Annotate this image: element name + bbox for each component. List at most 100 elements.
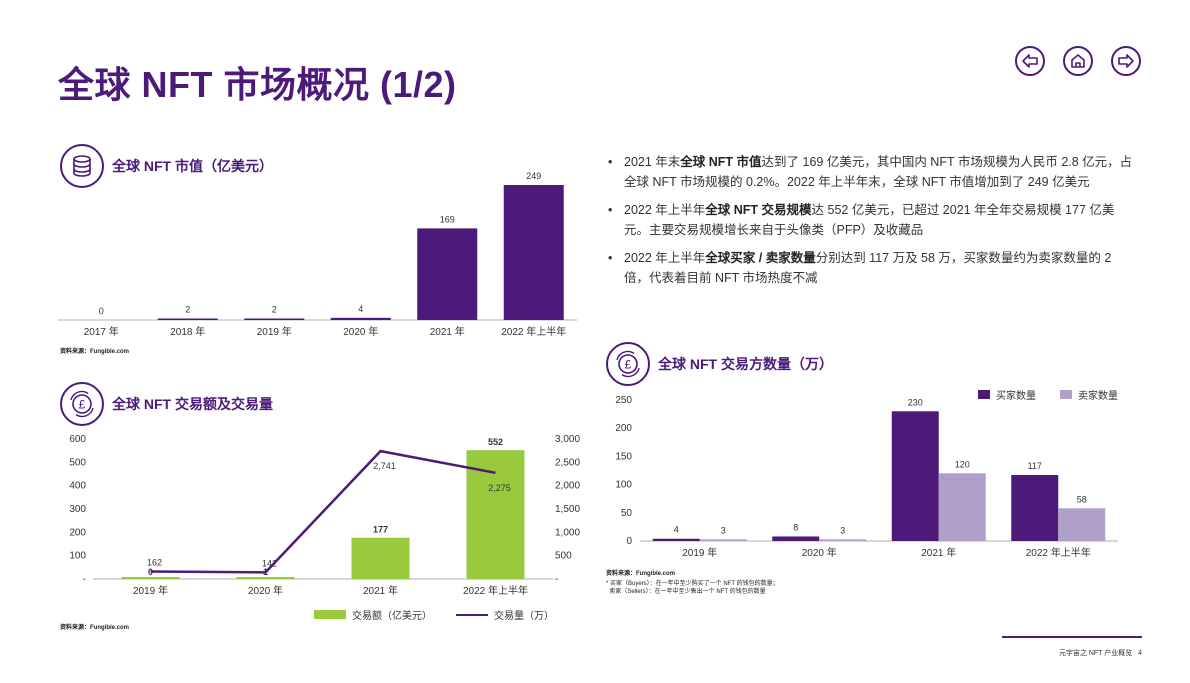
bar-data-label: 177	[373, 525, 388, 535]
footnote-sellers: 卖家（Sellers）：在一年中至少售出一个 NFT 的钱包的数量	[606, 589, 766, 595]
x-tick-label: 2022 年上半年	[1026, 546, 1091, 559]
footer: 元宇宙之 NFT 产业概览 4	[1059, 648, 1142, 658]
x-tick-label: 2021 年	[430, 325, 465, 338]
y-tick-label-left: 300	[69, 504, 86, 515]
data-label: 249	[526, 171, 541, 181]
line-data-label: 142	[262, 558, 277, 568]
footer-title: 元宇宙之 NFT 产业概览	[1058, 650, 1133, 657]
x-tick-label: 2019 年	[133, 584, 168, 597]
line-data-label: 162	[147, 557, 162, 567]
bar	[236, 577, 295, 579]
y-tick-label-left: 600	[69, 434, 86, 445]
bar	[157, 318, 218, 320]
y-tick-label-right: 1,500	[555, 504, 580, 515]
data-label: 2	[272, 305, 277, 315]
data-label: 4	[358, 304, 363, 314]
y-tick-label: 200	[615, 423, 632, 434]
y-tick-label-left: 500	[69, 457, 86, 468]
market-cap-header: 全球 NFT 市值（亿美元）	[60, 144, 273, 188]
y-tick-label-right: 1,000	[555, 527, 580, 538]
x-tick-label: 2021 年	[921, 546, 956, 559]
data-label: 117	[1028, 461, 1042, 471]
bar	[652, 538, 700, 541]
bullet-market-cap: 2021 年末全球 NFT 市值达到了 169 亿美元，其中国内 NFT 市场规…	[606, 152, 1136, 192]
y-tick-label-right: 3,000	[555, 434, 580, 445]
y-tick-label-right: 2,000	[555, 481, 580, 492]
arrow-right-icon	[1118, 54, 1134, 68]
x-tick-label: 2017 年	[84, 325, 119, 338]
y-tick-label-left: 400	[69, 481, 86, 492]
trade-volume-legend: 交易额（亿美元） 交易量（万）	[314, 607, 554, 622]
svg-text:£: £	[625, 358, 632, 372]
trade-volume-chart: 600 500 400 300 200 100 - 3,000 2,500 2,000 1,500 1…	[69, 434, 580, 597]
footnote-buyers: * 买家（Buyers）：在一年中至少购买了一个 NFT 的钱包的数量；	[606, 581, 779, 587]
legend-swatch-sellers	[1060, 390, 1072, 399]
data-label: 169	[440, 214, 455, 224]
home-icon	[1071, 54, 1085, 68]
data-label: 0	[99, 306, 104, 316]
legend-swatch-amount	[314, 610, 346, 619]
bar	[1058, 508, 1106, 541]
trade-volume-heading: 全球 NFT 交易额及交易量	[112, 396, 273, 412]
data-label: 230	[908, 397, 923, 407]
line-series	[150, 449, 496, 574]
traders-heading: 全球 NFT 交易方数量（万）	[658, 356, 833, 372]
y-tick-label-right: 2,500	[555, 457, 580, 468]
y-tick-label: 250	[615, 395, 632, 406]
traders-header: £ 全球 NFT 交易方数量（万）	[606, 342, 833, 386]
x-tick-label: 2020 年	[248, 584, 283, 597]
legend-swatch-count	[456, 613, 488, 616]
traders-source: 资料来源：Fungible.com	[606, 571, 676, 577]
page-number: 4	[1138, 650, 1142, 657]
y-tick-label-left: 100	[69, 551, 86, 562]
home-button[interactable]	[1063, 46, 1093, 76]
market-cap-source: 资料来源：Fungible.com	[60, 349, 130, 355]
traders-chart: 250 200 150 100 50 0 4 3 2019 年 8 3 2020 年 230 120 202…	[615, 395, 1118, 559]
x-tick-label: 2022 年上半年	[501, 325, 566, 338]
data-label: 58	[1077, 494, 1087, 504]
bar	[938, 473, 986, 541]
y-tick-label: 150	[615, 451, 632, 462]
pound-exchange-icon: £	[60, 382, 104, 426]
footer-divider	[1002, 636, 1142, 638]
bar	[330, 317, 391, 320]
bar	[244, 318, 305, 320]
data-label: 8	[793, 522, 798, 532]
bullet-trade-scale: 2022 年上半年全球 NFT 交易规模达 552 亿美元，已超过 2021 年…	[606, 200, 1136, 240]
bar	[351, 537, 410, 579]
legend-swatch-buyers	[978, 390, 990, 399]
bar	[121, 577, 180, 579]
x-tick-label: 2021 年	[363, 584, 398, 597]
data-label: 2	[185, 305, 190, 315]
data-label: 3	[721, 525, 726, 535]
data-label: 4	[674, 525, 679, 535]
x-tick-label: 2020 年	[343, 325, 378, 338]
bullet-buyers-sellers: 2022 年上半年全球买家 / 卖家数量分别达到 117 万及 58 万，买家数…	[606, 248, 1136, 288]
arrow-left-icon	[1022, 54, 1038, 68]
legend-label-count: 交易量（万）	[494, 611, 554, 622]
forward-button[interactable]	[1111, 46, 1141, 76]
y-tick-label: 0	[626, 536, 632, 547]
bar	[503, 185, 564, 320]
bar	[819, 539, 867, 541]
x-tick-label: 2019 年	[257, 325, 292, 338]
trade-volume-source: 资料来源：Fungible.com	[60, 625, 130, 631]
trade-volume-header: £ 全球 NFT 交易额及交易量	[60, 382, 273, 426]
y-tick-label: 100	[615, 480, 632, 491]
page-title: 全球 NFT 市场概况 (1/2)	[58, 64, 457, 105]
back-button[interactable]	[1015, 46, 1045, 76]
line-data-label: 2,275	[488, 483, 511, 493]
y-tick-label-left: -	[83, 574, 86, 585]
data-label: 3	[840, 525, 845, 535]
database-icon	[60, 144, 104, 188]
y-tick-label-right: 500	[555, 551, 572, 562]
x-tick-label: 2022 年上半年	[463, 584, 528, 597]
market-cap-chart: 0 2017 年 2 2018 年 2 2019 年 4 2020 年 169 2021 年 249…	[58, 171, 577, 338]
data-label: 120	[955, 459, 970, 469]
x-tick-label: 2019 年	[682, 546, 717, 559]
traders-legend: 买家数量 卖家数量	[978, 387, 1118, 402]
legend-label-amount: 交易额（亿美元）	[352, 611, 432, 622]
pound-exchange-icon: £	[606, 342, 650, 386]
x-tick-label: 2020 年	[802, 546, 837, 559]
bar	[699, 539, 747, 541]
